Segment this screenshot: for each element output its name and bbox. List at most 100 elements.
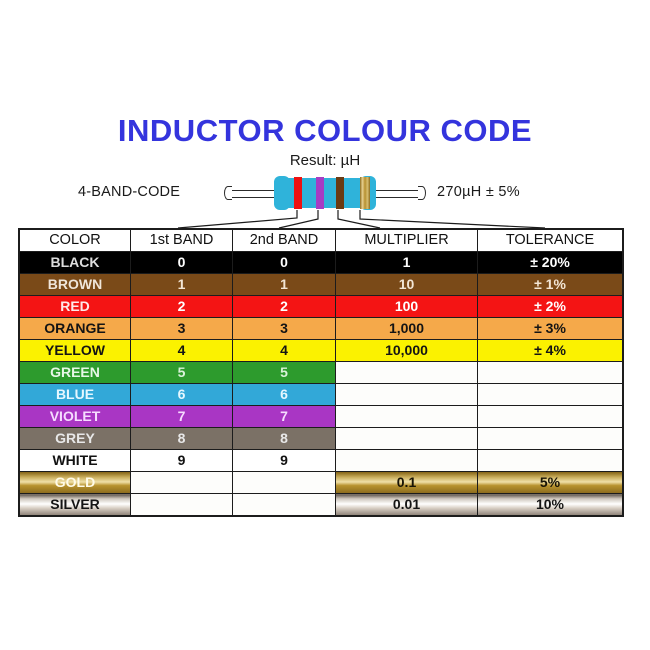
- colour-band-3: [336, 177, 344, 209]
- header-color: COLOR: [18, 228, 131, 252]
- colour-code-table: COLOR 1st BAND 2nd BAND MULTIPLIER TOLER…: [18, 228, 624, 517]
- cell-tolerance: ± 4%: [477, 339, 624, 362]
- table-row: GREY 8 8: [18, 427, 624, 450]
- cell-band2: 2: [232, 295, 336, 318]
- cell-multiplier: 100: [335, 295, 478, 318]
- cell-tolerance: ± 2%: [477, 295, 624, 318]
- cell-color: BROWN: [18, 273, 131, 296]
- result-value-label: 270µH ± 5%: [437, 184, 520, 200]
- table-header-row: COLOR 1st BAND 2nd BAND MULTIPLIER TOLER…: [18, 228, 624, 252]
- cell-band1: [130, 471, 233, 494]
- cell-multiplier: 1: [335, 251, 478, 274]
- cell-color: YELLOW: [18, 339, 131, 362]
- cell-color: RED: [18, 295, 131, 318]
- cell-color: BLACK: [18, 251, 131, 274]
- table-row: VIOLET 7 7: [18, 405, 624, 428]
- table-row: GOLD 0.1 5%: [18, 471, 624, 494]
- header-multiplier: MULTIPLIER: [335, 228, 478, 252]
- table-row: YELLOW 4 4 10,000 ± 4%: [18, 339, 624, 362]
- cell-multiplier: [335, 405, 478, 428]
- cell-color: BLUE: [18, 383, 131, 406]
- cell-color: GREEN: [18, 361, 131, 384]
- cell-band1: 7: [130, 405, 233, 428]
- cell-band2: 4: [232, 339, 336, 362]
- lead-wire-left: [228, 190, 276, 198]
- page-title: INDUCTOR COLOUR CODE: [117, 113, 533, 148]
- table-row: RED 2 2 100 ± 2%: [18, 295, 624, 318]
- cell-color: ORANGE: [18, 317, 131, 340]
- cell-multiplier: [335, 361, 478, 384]
- table-row: GREEN 5 5: [18, 361, 624, 384]
- cell-multiplier: 1,000: [335, 317, 478, 340]
- table-row: ORANGE 3 3 1,000 ± 3%: [18, 317, 624, 340]
- table-body: BLACK 0 0 1 ± 20% BROWN 1 1 10 ± 1% RED 2 2 100 ± 2% OR…: [18, 251, 624, 517]
- cell-multiplier: 0.01: [335, 493, 478, 517]
- cell-color: VIOLET: [18, 405, 131, 428]
- table-row: BROWN 1 1 10 ± 1%: [18, 273, 624, 296]
- cell-multiplier: 10,000: [335, 339, 478, 362]
- cell-multiplier: 0.1: [335, 471, 478, 494]
- cell-band1: 0: [130, 251, 233, 274]
- cell-tolerance: [477, 449, 624, 472]
- cell-color: GOLD: [18, 471, 131, 494]
- cell-tolerance: ± 1%: [477, 273, 624, 296]
- cell-color: SILVER: [18, 493, 131, 517]
- cell-band2: 3: [232, 317, 336, 340]
- colour-band-4: [360, 177, 370, 209]
- result-unit-label: Result: µH: [289, 152, 361, 169]
- cell-band1: 6: [130, 383, 233, 406]
- table-row: WHITE 9 9: [18, 449, 624, 472]
- lead-wire-right: [374, 190, 422, 198]
- cell-tolerance: [477, 405, 624, 428]
- cell-band1: 8: [130, 427, 233, 450]
- cell-band2: 8: [232, 427, 336, 450]
- leader-band2: [278, 210, 319, 229]
- cell-band1: 9: [130, 449, 233, 472]
- lead-terminal-left: [224, 186, 232, 200]
- cell-multiplier: [335, 383, 478, 406]
- cell-tolerance: ± 20%: [477, 251, 624, 274]
- cell-band1: 4: [130, 339, 233, 362]
- cell-band2: 1: [232, 273, 336, 296]
- cell-tolerance: [477, 427, 624, 450]
- cell-tolerance: [477, 383, 624, 406]
- table-row: BLUE 6 6: [18, 383, 624, 406]
- inductor-body-bulge-left: [274, 176, 290, 210]
- colour-band-1: [294, 177, 302, 209]
- cell-band1: [130, 493, 233, 517]
- cell-band2: [232, 493, 336, 517]
- cell-tolerance: 10%: [477, 493, 624, 517]
- table-row: BLACK 0 0 1 ± 20%: [18, 251, 624, 274]
- cell-band1: 2: [130, 295, 233, 318]
- leader-band3: [337, 210, 381, 229]
- inductor-component: [274, 176, 376, 210]
- cell-band2: 0: [232, 251, 336, 274]
- colour-band-2: [316, 177, 324, 209]
- band-code-label: 4-BAND-CODE: [78, 184, 181, 200]
- cell-multiplier: [335, 449, 478, 472]
- inductor-body-core: [274, 178, 376, 208]
- cell-tolerance: 5%: [477, 471, 624, 494]
- cell-color: WHITE: [18, 449, 131, 472]
- cell-band2: 6: [232, 383, 336, 406]
- cell-band1: 5: [130, 361, 233, 384]
- cell-band2: 7: [232, 405, 336, 428]
- cell-band2: [232, 471, 336, 494]
- cell-tolerance: [477, 361, 624, 384]
- leader-band4: [359, 210, 546, 229]
- lead-terminal-right: [418, 186, 426, 200]
- cell-tolerance: ± 3%: [477, 317, 624, 340]
- table-row: SILVER 0.01 10%: [18, 493, 624, 517]
- cell-band2: 9: [232, 449, 336, 472]
- cell-multiplier: 10: [335, 273, 478, 296]
- cell-band1: 3: [130, 317, 233, 340]
- leader-band1: [177, 210, 298, 229]
- header-tolerance: TOLERANCE: [477, 228, 624, 252]
- cell-band1: 1: [130, 273, 233, 296]
- cell-color: GREY: [18, 427, 131, 450]
- cell-band2: 5: [232, 361, 336, 384]
- header-1st-band: 1st BAND: [130, 228, 233, 252]
- header-2nd-band: 2nd BAND: [232, 228, 336, 252]
- cell-multiplier: [335, 427, 478, 450]
